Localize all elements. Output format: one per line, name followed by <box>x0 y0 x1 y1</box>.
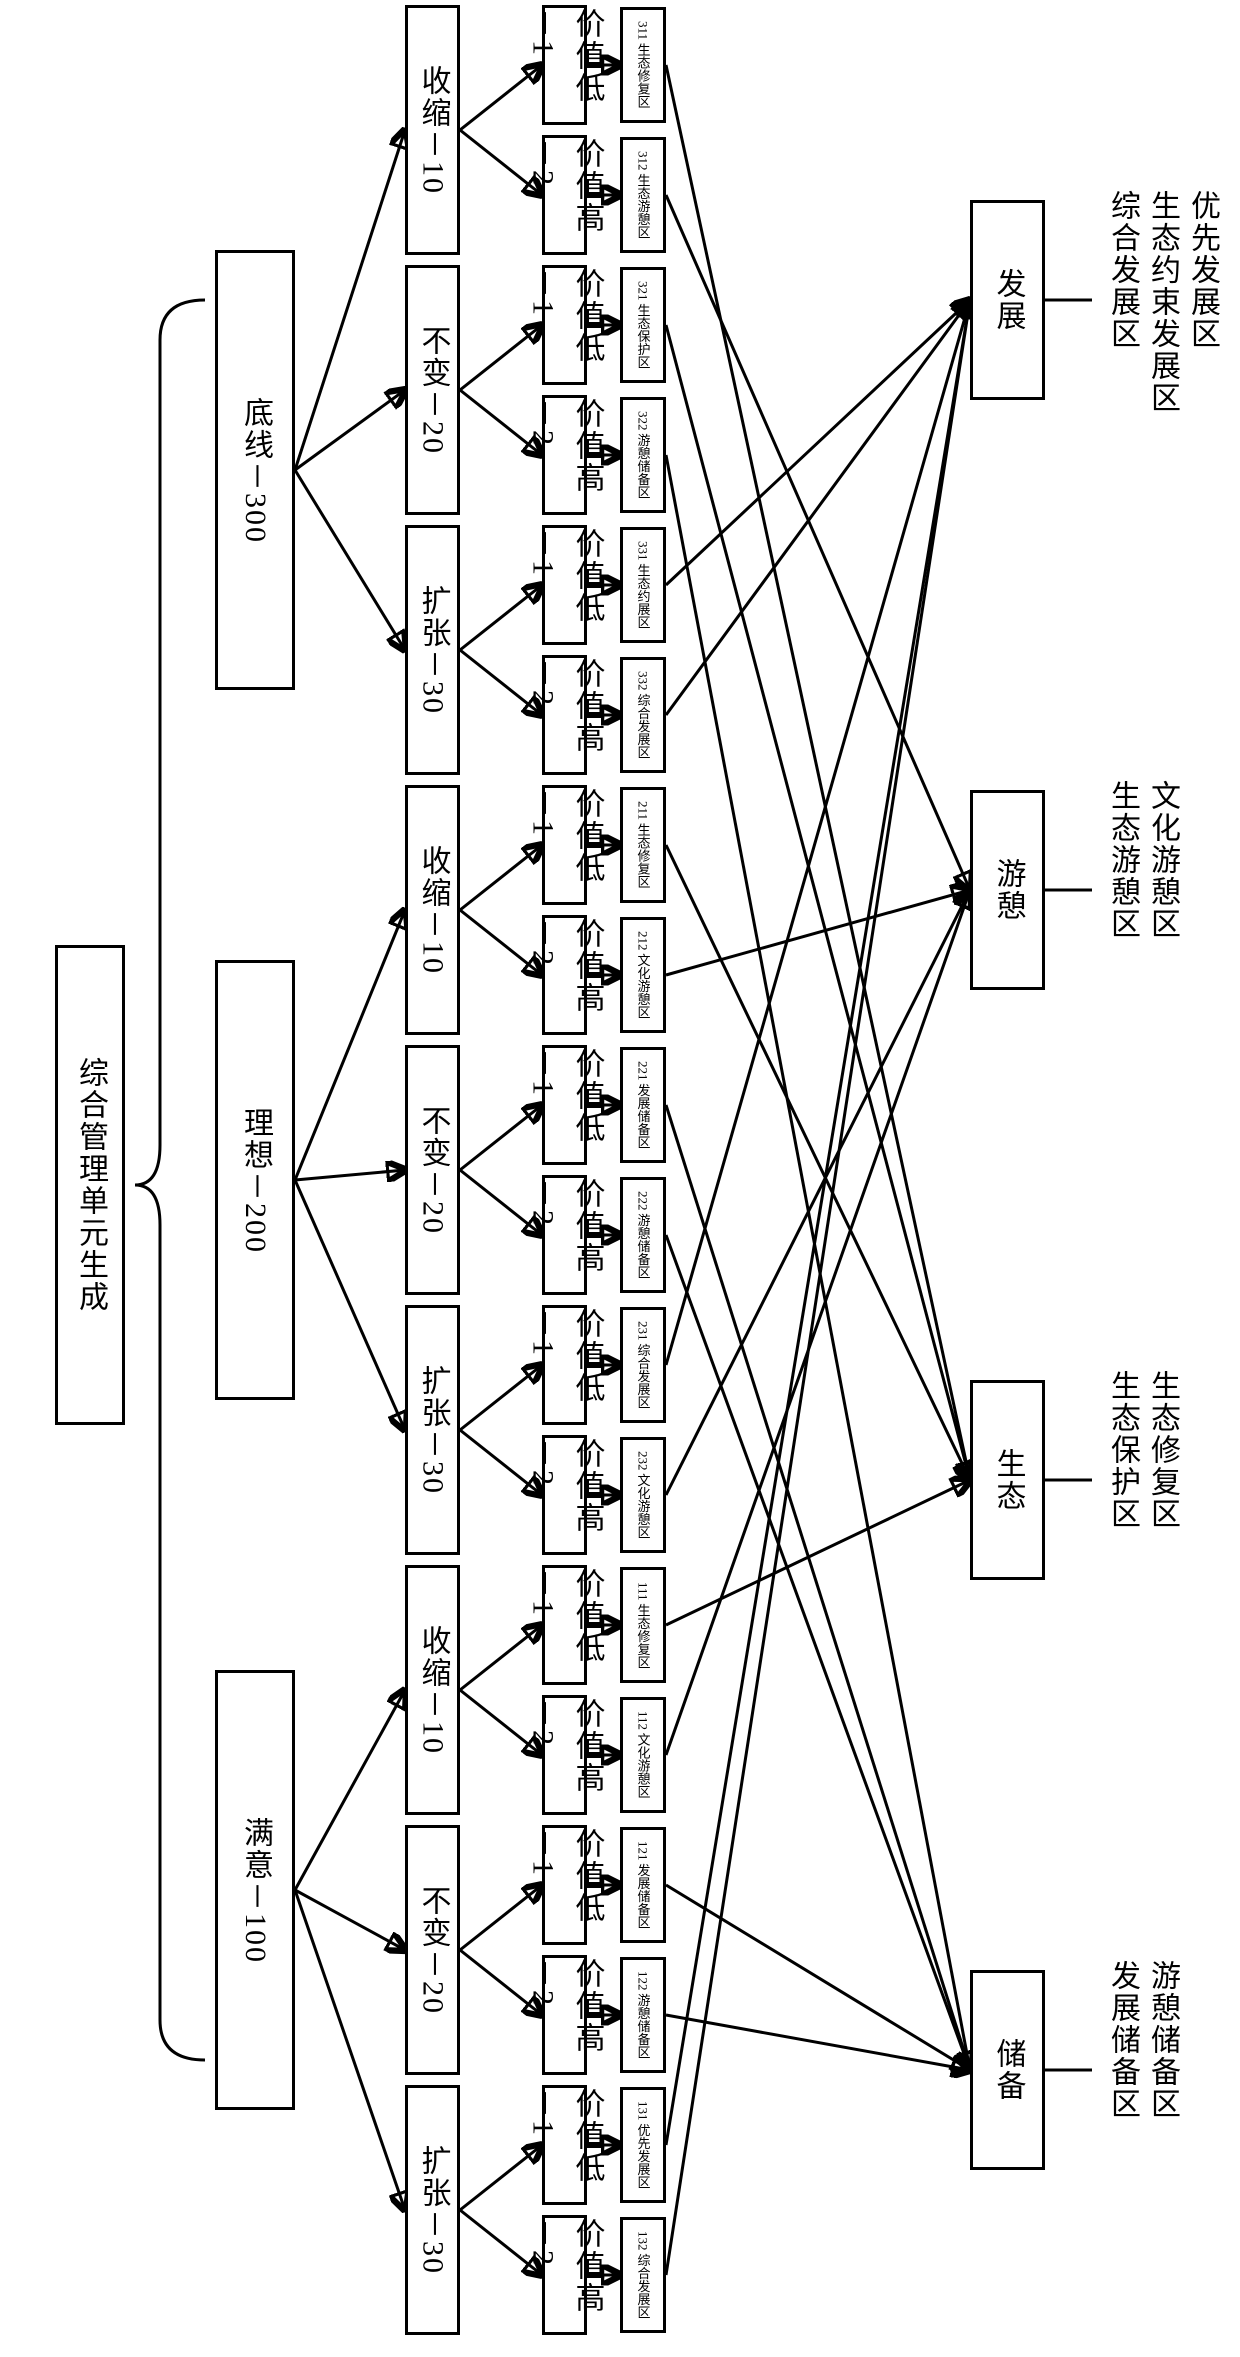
target-T1-label: 发展 <box>986 268 1030 332</box>
zone-121: 121 发展储备区 <box>620 1827 666 1943</box>
level2-L2-12: 不变－20 <box>405 1825 460 2075</box>
leaf-T1-1: 生态约束发展区 <box>1140 190 1184 414</box>
level3-V111-label: 价值低－1 <box>521 1568 609 1682</box>
leaf-T2-0: 生态游憩区 <box>1100 780 1144 940</box>
level3-V312: 价值高－2 <box>542 135 587 255</box>
zone-331: 331 生态约展区 <box>620 527 666 643</box>
level2-L2-12-label: 不变－20 <box>411 1885 455 2015</box>
level2-L2-23-label: 扩张－30 <box>411 1365 455 1495</box>
root-node-label: 综合管理单元生成 <box>68 1057 112 1313</box>
level3-V222: 价值高－2 <box>542 1175 587 1295</box>
leaf-T3-1: 生态修复区 <box>1140 1370 1184 1530</box>
level3-V121-label: 价值低－1 <box>521 1828 609 1942</box>
level2-L2-21: 收缩－10 <box>405 785 460 1035</box>
leaf-T3-0: 生态保护区 <box>1100 1370 1144 1530</box>
zone-232: 232 文化游憩区 <box>620 1437 666 1553</box>
target-T3-label: 生态 <box>986 1448 1030 1512</box>
level1-L1-100-label: 满意－100 <box>233 1817 277 1964</box>
zone-212: 212 文化游憩区 <box>620 917 666 1033</box>
zone-312: 312 生态游憩区 <box>620 137 666 253</box>
level2-L2-32: 不变－20 <box>405 265 460 515</box>
level3-V222-label: 价值高－2 <box>521 1178 609 1292</box>
level1-L1-300: 底线－300 <box>215 250 295 690</box>
level3-V312-label: 价值高－2 <box>521 138 609 252</box>
level3-V131: 价值低－1 <box>542 2085 587 2205</box>
zone-112: 112 文化游憩区 <box>620 1697 666 1813</box>
root-node: 综合管理单元生成 <box>55 945 125 1425</box>
target-T2-label: 游憩 <box>986 858 1030 922</box>
level3-V231: 价值低－1 <box>542 1305 587 1425</box>
level3-V331: 价值低－1 <box>542 525 587 645</box>
level3-V221: 价值低－1 <box>542 1045 587 1165</box>
leaf-T1-2: 优先发展区 <box>1180 190 1224 350</box>
level3-V231-label: 价值低－1 <box>521 1308 609 1422</box>
level3-V331-label: 价值低－1 <box>521 528 609 642</box>
level3-V211-label: 价值低－1 <box>521 788 609 902</box>
level1-L1-100: 满意－100 <box>215 1670 295 2110</box>
level1-L1-200-label: 理想－200 <box>233 1107 277 1254</box>
level2-L2-13: 扩张－30 <box>405 2085 460 2335</box>
level2-L2-11: 收缩－10 <box>405 1565 460 1815</box>
level3-V212: 价值高－2 <box>542 915 587 1035</box>
zone-122: 122 游憩储备区 <box>620 1957 666 2073</box>
level3-V232-label: 价值高－2 <box>521 1438 609 1552</box>
level3-V212-label: 价值高－2 <box>521 918 609 1032</box>
level1-L1-300-label: 底线－300 <box>233 397 277 544</box>
level2-L2-13-label: 扩张－30 <box>411 2145 455 2275</box>
target-T2: 游憩 <box>970 790 1045 990</box>
zone-321: 321 生态保护区 <box>620 267 666 383</box>
level3-V232: 价值高－2 <box>542 1435 587 1555</box>
level2-L2-23: 扩张－30 <box>405 1305 460 1555</box>
zone-332: 332 综合发展区 <box>620 657 666 773</box>
target-T4: 储备 <box>970 1970 1045 2170</box>
target-T3: 生态 <box>970 1380 1045 1580</box>
level2-L2-33: 扩张－30 <box>405 525 460 775</box>
zone-311: 311 生态修复区 <box>620 7 666 123</box>
level3-V322-label: 价值高－2 <box>521 398 609 512</box>
level2-L2-22-label: 不变－20 <box>411 1105 455 1235</box>
level3-V111: 价值低－1 <box>542 1565 587 1685</box>
level3-V132-label: 价值高－2 <box>521 2218 609 2332</box>
level3-V122-label: 价值高－2 <box>521 1958 609 2072</box>
level1-L1-200: 理想－200 <box>215 960 295 1400</box>
zone-211: 211 生态修复区 <box>620 787 666 903</box>
level3-V221-label: 价值低－1 <box>521 1048 609 1162</box>
level2-L2-11-label: 收缩－10 <box>411 1625 455 1755</box>
level3-V332-label: 价值高－2 <box>521 658 609 772</box>
level2-L2-31-label: 收缩－10 <box>411 65 455 195</box>
zone-111: 111 生态修复区 <box>620 1567 666 1683</box>
zone-222: 222 游憩储备区 <box>620 1177 666 1293</box>
level3-V321: 价值低－1 <box>542 265 587 385</box>
level3-V122: 价值高－2 <box>542 1955 587 2075</box>
zone-132: 132 综合发展区 <box>620 2217 666 2333</box>
level3-V311-label: 价值低－1 <box>521 8 609 122</box>
level3-V131-label: 价值低－1 <box>521 2088 609 2202</box>
leaf-T1-0: 综合发展区 <box>1100 190 1144 350</box>
level2-L2-22: 不变－20 <box>405 1045 460 1295</box>
zone-221: 221 发展储备区 <box>620 1047 666 1163</box>
level3-V332: 价值高－2 <box>542 655 587 775</box>
target-T4-label: 储备 <box>986 2038 1030 2102</box>
level3-V121: 价值低－1 <box>542 1825 587 1945</box>
leaf-T2-1: 文化游憩区 <box>1140 780 1184 940</box>
leaf-T4-1: 游憩储备区 <box>1140 1960 1184 2120</box>
level3-V132: 价值高－2 <box>542 2215 587 2335</box>
level3-V321-label: 价值低－1 <box>521 268 609 382</box>
target-T1: 发展 <box>970 200 1045 400</box>
level3-V112-label: 价值高－2 <box>521 1698 609 1812</box>
level3-V311: 价值低－1 <box>542 5 587 125</box>
level2-L2-32-label: 不变－20 <box>411 325 455 455</box>
level3-V211: 价值低－1 <box>542 785 587 905</box>
level2-L2-31: 收缩－10 <box>405 5 460 255</box>
zone-322: 322 游憩储备区 <box>620 397 666 513</box>
level2-L2-21-label: 收缩－10 <box>411 845 455 975</box>
zone-131: 131 优先发展区 <box>620 2087 666 2203</box>
leaf-T4-0: 发展储备区 <box>1100 1960 1144 2120</box>
level2-L2-33-label: 扩张－30 <box>411 585 455 715</box>
level3-V322: 价值高－2 <box>542 395 587 515</box>
zone-231: 231 综合发展区 <box>620 1307 666 1423</box>
level3-V112: 价值高－2 <box>542 1695 587 1815</box>
